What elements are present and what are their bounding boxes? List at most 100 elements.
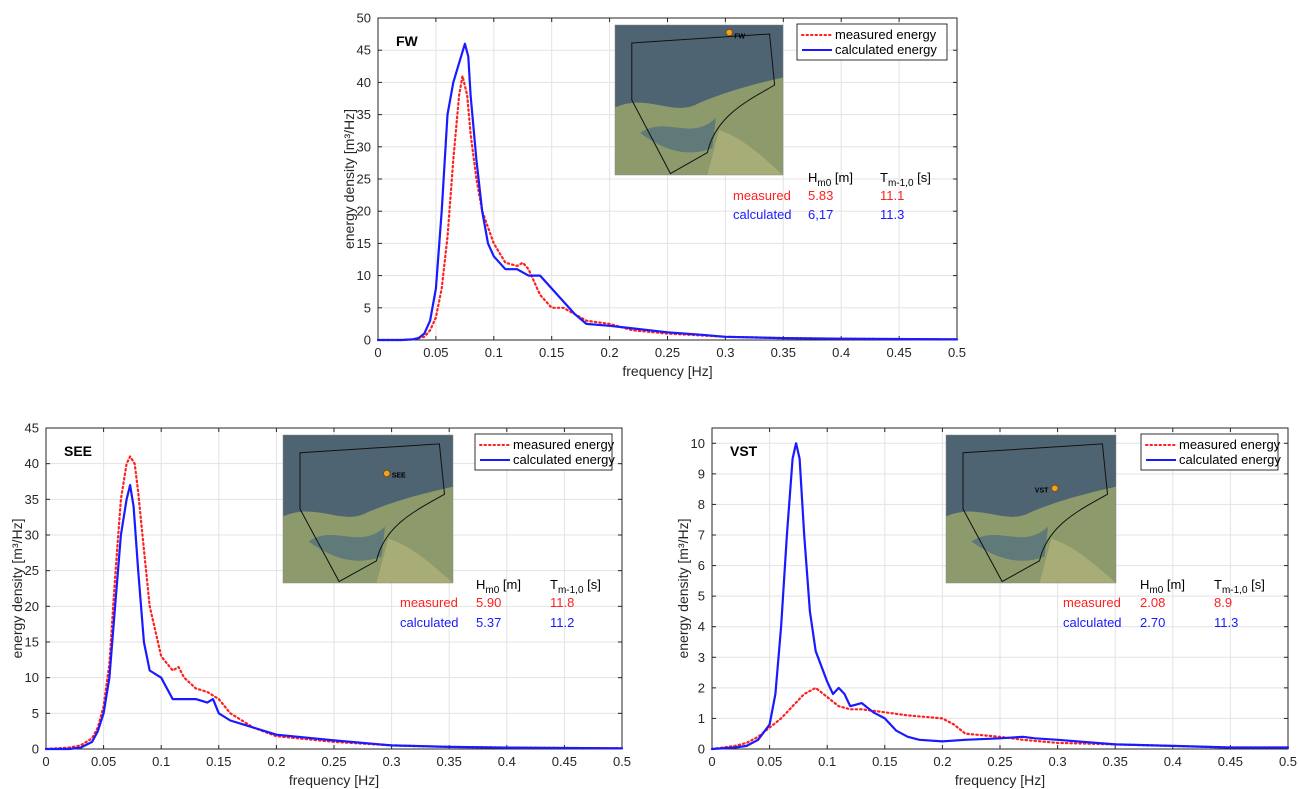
x-tick-label: 0.35 <box>1103 754 1128 769</box>
x-tick-label: 0 <box>42 754 49 769</box>
y-tick-label: 25 <box>357 172 371 187</box>
stats-calculated-tm: 11.3 <box>1214 615 1238 630</box>
x-tick-label: 0.3 <box>383 754 401 769</box>
x-tick-label: 0.45 <box>1218 754 1243 769</box>
x-tick-label: 0.15 <box>206 754 231 769</box>
y-tick-label: 35 <box>357 107 371 122</box>
station-marker-icon <box>725 28 733 37</box>
x-tick-label: 0.2 <box>601 345 619 360</box>
y-tick-label: 45 <box>25 421 39 436</box>
station-label: FW <box>734 34 745 41</box>
y-tick-label: 10 <box>357 268 371 283</box>
series-measured-line <box>44 455 624 751</box>
panel-title: SEE <box>64 443 92 459</box>
x-tick-label: 0.45 <box>886 345 911 360</box>
y-tick-label: 9 <box>698 466 705 481</box>
panel-title: FW <box>396 33 419 49</box>
map-model-boundary <box>962 443 1109 583</box>
stats-calculated-label: calculated <box>733 207 792 222</box>
map-tidal-flats <box>971 526 1048 561</box>
legend-calculated-label: calculated energy <box>1179 452 1281 467</box>
stats-measured-label: measured <box>1063 595 1121 610</box>
stats-calculated-hm0: 5.37 <box>476 615 501 630</box>
series-calculated-line <box>44 484 624 751</box>
x-tick-label: 0.4 <box>498 754 516 769</box>
y-tick-label: 20 <box>25 599 39 614</box>
map-inland <box>1039 538 1116 583</box>
legend-calculated-label: calculated energy <box>835 42 937 57</box>
x-tick-label: 0.05 <box>757 754 782 769</box>
x-tick-label: 0.05 <box>91 754 116 769</box>
stats-measured-tm: 8.9 <box>1214 595 1232 610</box>
y-tick-label: 0 <box>698 742 705 757</box>
y-tick-label: 40 <box>25 456 39 471</box>
series-calculated-line <box>376 42 959 342</box>
stats-measured-hm0: 5.83 <box>808 188 833 203</box>
y-tick-label: 2 <box>698 680 705 695</box>
y-tick-label: 25 <box>25 563 39 578</box>
map-inset-icon: FW <box>614 24 784 176</box>
y-tick-label: 7 <box>698 528 705 543</box>
map-tidal-flats <box>640 118 716 153</box>
x-tick-label: 0.3 <box>1049 754 1067 769</box>
series-measured-line <box>376 74 959 342</box>
x-tick-label: 0.4 <box>1164 754 1182 769</box>
x-tick-label: 0.1 <box>485 345 503 360</box>
stats-header-t: Tm-1,0 [s] <box>1214 577 1265 596</box>
map-inland <box>376 538 453 583</box>
x-tick-label: 0.25 <box>655 345 680 360</box>
stats-calculated-hm0: 6,17 <box>808 207 833 222</box>
stats-calculated-tm: 11.3 <box>880 207 904 222</box>
station-label: VST <box>1035 487 1049 494</box>
x-tick-label: 0.1 <box>152 754 170 769</box>
y-tick-label: 0 <box>364 333 371 348</box>
x-axis-label: frequency [Hz] <box>289 772 379 788</box>
stats-header-h: Hm0 [m] <box>1140 577 1185 596</box>
x-tick-label: 0.1 <box>818 754 836 769</box>
map-inset-icon: SEE <box>282 434 454 584</box>
x-axis-label: frequency [Hz] <box>955 772 1045 788</box>
legend-box <box>474 433 613 471</box>
x-tick-label: 0.35 <box>771 345 796 360</box>
legend-measured-label: measured energy <box>513 437 615 452</box>
stats-table: Hm0 [m] Tm-1,0 [s] measured 2.08 8.9 calculat… <box>1063 577 1265 630</box>
y-tick-label: 15 <box>25 635 39 650</box>
series-measured-line <box>710 686 1290 751</box>
stats-measured-tm: 11.8 <box>550 595 574 610</box>
stats-header-t: Tm-1,0 [s] <box>550 577 601 596</box>
x-tick-label: 0.15 <box>872 754 897 769</box>
axes-box <box>377 17 958 341</box>
map-inset-icon: VST <box>945 434 1117 584</box>
axes-box <box>45 427 623 750</box>
y-tick-label: 50 <box>357 11 371 26</box>
stats-measured-hm0: 2.08 <box>1140 595 1165 610</box>
axes-box <box>711 427 1289 750</box>
y-tick-label: 10 <box>25 670 39 685</box>
y-axis-label: energy density [m³/Hz] <box>675 518 691 658</box>
stats-measured-hm0: 5.90 <box>476 595 501 610</box>
map-frame <box>282 434 454 584</box>
chart-panel-fw: 0 0.05 0.1 0.15 0.2 0.25 0.3 0.35 0.4 0.45 0.5 0 5 10… <box>341 11 966 380</box>
chart-panel-vst: 0 0.05 0.1 0.15 0.2 0.25 0.3 0.35 0.4 0.45 0.5 0 1 2 3… <box>675 427 1297 788</box>
y-tick-label: 5 <box>364 300 371 315</box>
y-axis-label: energy density [m³/Hz] <box>341 109 357 249</box>
map-inland <box>707 130 783 175</box>
map-model-boundary <box>299 443 446 583</box>
station-marker-icon <box>383 469 391 478</box>
x-tick-label: 0.25 <box>321 754 346 769</box>
stats-measured-label: measured <box>400 595 458 610</box>
y-tick-label: 15 <box>357 236 371 251</box>
station-marker-icon <box>1051 484 1059 492</box>
y-tick-label: 8 <box>698 497 705 512</box>
x-tick-label: 0.45 <box>552 754 577 769</box>
y-tick-label: 3 <box>698 650 705 665</box>
legend-calculated-label: calculated energy <box>513 452 615 467</box>
y-tick-label: 35 <box>25 492 39 507</box>
stats-header-h: Hm0 [m] <box>476 577 521 596</box>
x-tick-label: 0.4 <box>832 345 850 360</box>
stats-calculated-label: calculated <box>400 615 459 630</box>
x-tick-label: 0.3 <box>716 345 734 360</box>
y-axis-label: energy density [m³/Hz] <box>9 518 25 658</box>
